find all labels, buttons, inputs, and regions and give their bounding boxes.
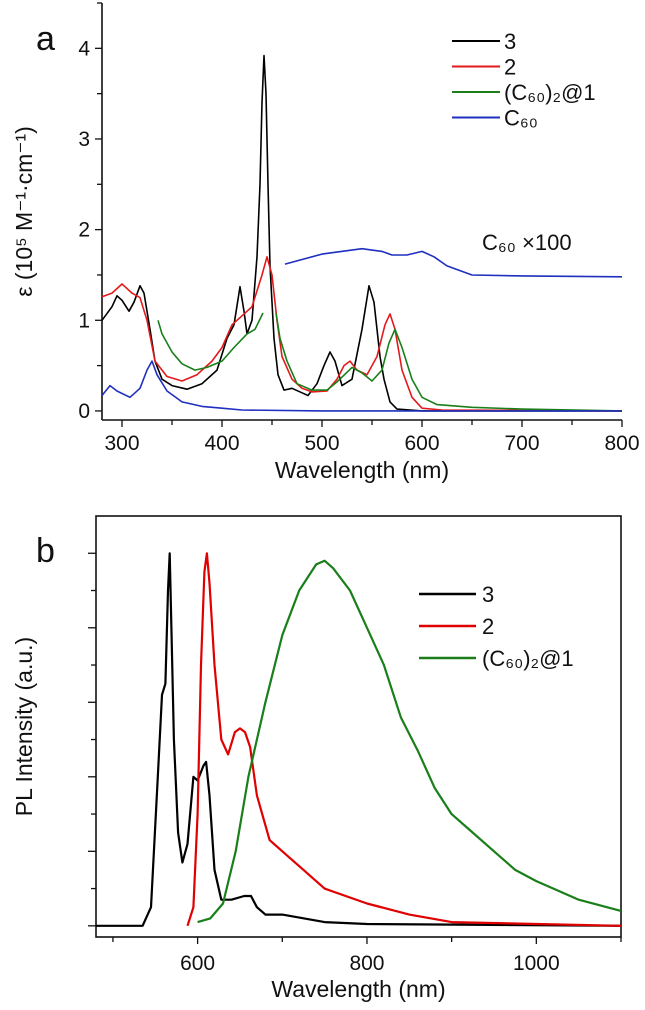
series-line-C [101, 360, 622, 412]
x-tick-label: 1000 [513, 952, 560, 975]
x-tick-label: 800 [604, 432, 639, 455]
series-line-C1 [197, 559, 622, 924]
panel-b-pl-chart: 600 800 1000 Wavelength (nm) PL Intensity (a… [11, 515, 622, 1002]
legend-label: 3 [482, 582, 494, 607]
legend-label: 3 [504, 29, 516, 54]
legend-label: C₆₀ [504, 106, 538, 131]
annotation-c60-x100: C₆₀ ×100 [482, 230, 572, 255]
x-tick-label: 300 [104, 432, 139, 455]
y-tick-label: 4 [78, 37, 90, 60]
legend-label: (C₆₀)₂@1 [482, 646, 574, 671]
series-line-C1 [157, 312, 264, 371]
x-tick-label: 600 [180, 952, 215, 975]
legend-label: 2 [482, 614, 494, 639]
legend-label: 2 [504, 55, 516, 80]
plot-frame [95, 515, 622, 938]
y-tick-label: 1 [78, 309, 90, 332]
y-tick-label: 0 [78, 400, 90, 423]
series-line-3 [101, 54, 622, 412]
panel-label-b: b [36, 532, 55, 570]
x-axis-title: Wavelength (nm) [275, 457, 449, 483]
y-tick-label: 3 [78, 128, 90, 151]
x-tick-label: 600 [404, 432, 439, 455]
series-line-Cx100 [284, 247, 623, 278]
legend-label: (C₆₀)₂@1 [504, 80, 596, 105]
x-tick-label: 800 [349, 952, 384, 975]
panel-label-a: a [36, 20, 55, 58]
x-tick-label: 700 [504, 432, 539, 455]
x-tick-label: 500 [304, 432, 339, 455]
y-tick-label: 2 [78, 219, 90, 242]
y-axis-title: ε (10⁵ M⁻¹·cm⁻¹) [11, 126, 37, 297]
x-axis-title: Wavelength (nm) [271, 976, 445, 1002]
y-axis-title: PL Intensity (a.u.) [11, 637, 37, 816]
series-line-C1 [275, 312, 623, 412]
series-line-2 [186, 552, 622, 927]
x-tick-label: 400 [204, 432, 239, 455]
